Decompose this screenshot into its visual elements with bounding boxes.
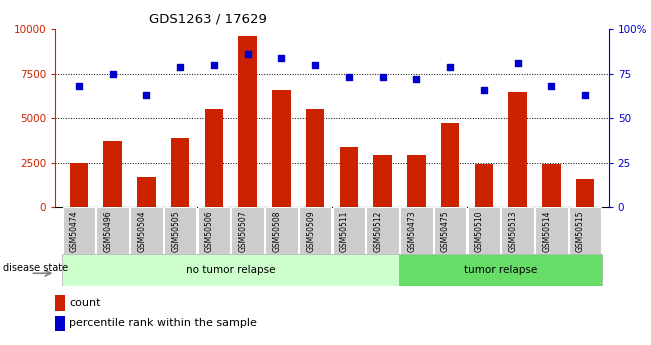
Point — [175, 64, 186, 69]
Text: GSM50507: GSM50507 — [239, 211, 247, 252]
Text: GSM50504: GSM50504 — [137, 211, 146, 252]
Text: GSM50509: GSM50509 — [306, 211, 315, 252]
Bar — [373, 156, 392, 207]
Text: disease state: disease state — [3, 263, 68, 273]
Text: GSM50514: GSM50514 — [542, 211, 551, 252]
Bar — [265, 207, 298, 254]
Bar — [55, 295, 64, 310]
Text: GSM50508: GSM50508 — [272, 211, 281, 252]
Text: GSM50513: GSM50513 — [508, 211, 518, 252]
Bar — [542, 164, 561, 207]
Bar — [198, 207, 230, 254]
Text: GSM50505: GSM50505 — [171, 211, 180, 252]
Point — [512, 60, 523, 66]
Bar — [535, 207, 568, 254]
Text: GSM50473: GSM50473 — [408, 211, 417, 252]
Point — [344, 75, 354, 80]
Bar — [171, 138, 189, 207]
Bar — [475, 164, 493, 207]
Bar — [569, 207, 602, 254]
Bar — [232, 207, 264, 254]
Text: GSM50475: GSM50475 — [441, 211, 450, 252]
Text: tumor relapse: tumor relapse — [464, 265, 537, 275]
Bar — [62, 254, 400, 286]
Text: percentile rank within the sample: percentile rank within the sample — [70, 318, 257, 328]
Point — [107, 71, 118, 77]
Point — [276, 55, 286, 60]
Bar — [62, 207, 95, 254]
Text: GSM50496: GSM50496 — [104, 211, 113, 252]
Point — [478, 87, 489, 92]
Bar — [400, 207, 432, 254]
Text: count: count — [70, 298, 101, 308]
Bar — [441, 124, 460, 207]
Bar — [96, 207, 129, 254]
Bar — [272, 90, 291, 207]
Point — [445, 64, 455, 69]
Bar — [367, 207, 399, 254]
Point — [141, 92, 152, 98]
Bar — [104, 141, 122, 207]
Bar — [400, 254, 602, 286]
Bar — [467, 207, 500, 254]
Bar — [501, 207, 534, 254]
Bar — [204, 109, 223, 207]
Bar — [70, 162, 89, 207]
Point — [580, 92, 590, 98]
Bar — [238, 37, 257, 207]
Point — [209, 62, 219, 68]
Bar — [299, 207, 331, 254]
Text: GSM50511: GSM50511 — [340, 211, 349, 252]
Point — [242, 51, 253, 57]
Bar — [137, 177, 156, 207]
Bar — [333, 207, 365, 254]
Text: no tumor relapse: no tumor relapse — [186, 265, 275, 275]
Bar — [340, 147, 358, 207]
Bar — [575, 179, 594, 207]
Text: GSM50474: GSM50474 — [70, 211, 79, 252]
Bar — [508, 91, 527, 207]
Bar — [164, 207, 197, 254]
Bar — [306, 109, 324, 207]
Text: GSM50510: GSM50510 — [475, 211, 484, 252]
Point — [378, 75, 388, 80]
Point — [310, 62, 320, 68]
Text: GSM50512: GSM50512 — [374, 211, 383, 252]
Text: GSM50506: GSM50506 — [205, 211, 214, 252]
Text: GDS1263 / 17629: GDS1263 / 17629 — [149, 12, 268, 25]
Point — [546, 83, 557, 89]
Bar — [434, 207, 466, 254]
Point — [74, 83, 84, 89]
Bar — [130, 207, 163, 254]
Point — [411, 76, 422, 82]
Text: GSM50515: GSM50515 — [576, 211, 585, 252]
Bar — [55, 316, 64, 331]
Bar — [407, 156, 426, 207]
